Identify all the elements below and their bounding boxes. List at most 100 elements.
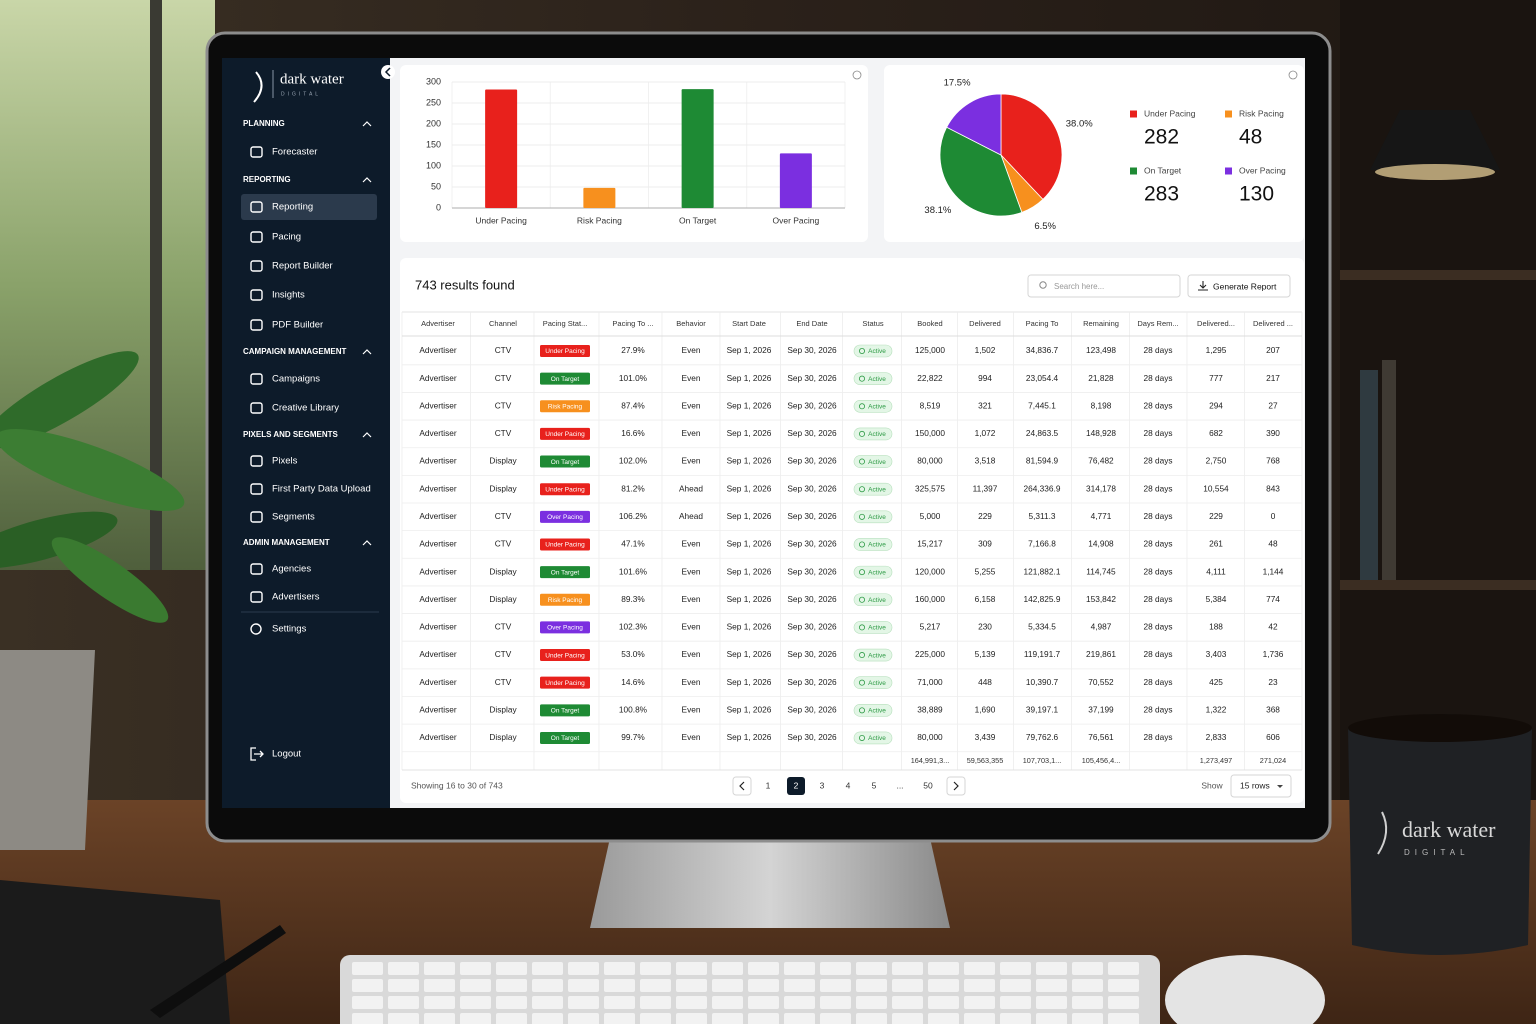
table-cell: 2,833 (1206, 732, 1227, 742)
nav-item[interactable]: Advertisers (272, 592, 320, 603)
nav-item[interactable]: Pixels (272, 456, 298, 467)
pacing-badge (540, 538, 590, 551)
column-header[interactable]: Status (862, 319, 884, 328)
status-text: Active (868, 348, 886, 355)
table-cell: 23,054.4 (1026, 373, 1059, 383)
nav-item[interactable]: Logout (272, 749, 301, 760)
table-cell: 321 (978, 400, 992, 410)
x-tick-label: Under Pacing (475, 215, 527, 225)
page-number[interactable]: 50 (923, 780, 933, 790)
status-icon (859, 513, 866, 520)
page-number[interactable]: 1 (766, 780, 771, 790)
table-cell: Sep 1, 2026 (727, 539, 772, 549)
pacing-badge (540, 676, 590, 689)
section-chevron[interactable] (362, 540, 372, 546)
column-header[interactable]: Pacing Stat... (543, 319, 588, 328)
nav-item[interactable]: Segments (272, 512, 315, 523)
key (712, 979, 743, 992)
legend-label: Under Pacing (1144, 108, 1196, 118)
nav-item[interactable]: Reporting (272, 202, 313, 213)
x-tick-label: Risk Pacing (577, 215, 622, 225)
search-box[interactable] (1027, 274, 1181, 298)
nav-item[interactable]: Campaigns (272, 374, 320, 385)
section-chevron[interactable] (362, 121, 372, 127)
rows-select[interactable] (1230, 774, 1292, 798)
info-icon[interactable] (1288, 70, 1298, 80)
pacing-badge-text: Under Pacing (545, 680, 585, 687)
key (460, 1013, 491, 1024)
generate-button[interactable] (1187, 274, 1291, 298)
nav-item[interactable]: First Party Data Upload (272, 484, 371, 495)
pacing-badge-text: On Target (551, 708, 580, 715)
status-pill (853, 344, 893, 358)
table-cell: Sep 30, 2026 (787, 622, 837, 632)
page-number[interactable]: 2 (794, 780, 799, 790)
section-chevron[interactable] (362, 349, 372, 355)
section-chevron[interactable] (362, 432, 372, 438)
table-cell: 28 days (1143, 566, 1172, 576)
table-cell: 28 days (1143, 511, 1172, 521)
column-header[interactable]: Delivered ... (1253, 319, 1293, 328)
key (712, 962, 743, 975)
column-header[interactable]: Channel (489, 319, 517, 328)
nav-item[interactable]: Creative Library (272, 403, 339, 414)
sidebar-section-title: ADMIN MANAGEMENT (243, 538, 330, 547)
pacing-badge-text: On Target (551, 735, 580, 742)
key (568, 979, 599, 992)
table-cell: 325,575 (915, 483, 945, 493)
nav-item[interactable]: Forecaster (272, 147, 317, 158)
mug-coffee (1348, 714, 1532, 742)
column-header[interactable]: Pacing To (1026, 319, 1059, 328)
table-cell: 23 (1268, 677, 1278, 687)
table-cell: 99.7% (621, 732, 645, 742)
page-number[interactable]: ... (896, 780, 903, 790)
table-cell: 150,000 (915, 428, 945, 438)
nav-item[interactable]: Agencies (272, 564, 311, 575)
logo-text: dark water (280, 71, 344, 87)
collapse-button[interactable] (381, 65, 395, 79)
column-header[interactable]: Pacing To ... (612, 319, 653, 328)
table-cell: Advertiser (419, 373, 457, 383)
column-header[interactable]: Delivered... (1197, 319, 1235, 328)
column-header[interactable]: Behavior (676, 319, 706, 328)
key (856, 979, 887, 992)
column-header[interactable]: Start Date (732, 319, 766, 328)
page-number[interactable]: 3 (820, 780, 825, 790)
key (1000, 979, 1031, 992)
table-cell: 24,863.5 (1026, 428, 1059, 438)
status-pill (853, 510, 893, 524)
key (964, 996, 995, 1009)
column-header[interactable]: Days Rem... (1137, 319, 1178, 328)
table-cell: 28 days (1143, 428, 1172, 438)
status-pill (853, 704, 893, 717)
nav-icon (250, 483, 263, 495)
column-header[interactable]: Booked (917, 319, 942, 328)
section-chevron[interactable] (362, 177, 372, 183)
column-header[interactable]: Advertiser (421, 319, 455, 328)
table-cell: 106.2% (619, 511, 648, 521)
table-cell: 28 days (1143, 373, 1172, 383)
key (388, 979, 419, 992)
table-cell: 5,000 (920, 511, 941, 521)
page-number[interactable]: 5 (872, 780, 877, 790)
table-cell: 8,519 (920, 400, 941, 410)
prev-page[interactable] (732, 776, 752, 796)
table-cell: 100.8% (619, 705, 648, 715)
column-header[interactable]: Delivered (969, 319, 1001, 328)
column-header[interactable]: End Date (796, 319, 827, 328)
table-cell: Sep 30, 2026 (787, 483, 837, 493)
nav-item[interactable]: PDF Builder (272, 320, 323, 331)
key (820, 996, 851, 1009)
y-tick-label: 300 (426, 76, 441, 86)
column-header[interactable]: Remaining (1083, 319, 1119, 328)
pacing-badge-text: On Target (551, 569, 580, 576)
table-cell: 14,908 (1088, 539, 1114, 549)
info-icon[interactable] (852, 70, 862, 80)
nav-item[interactable]: Insights (272, 290, 305, 301)
nav-item[interactable]: Pacing (272, 232, 301, 243)
next-page[interactable] (946, 776, 966, 796)
nav-item[interactable]: Report Builder (272, 261, 333, 272)
search-placeholder: Search here... (1054, 282, 1104, 291)
page-number[interactable]: 4 (846, 780, 851, 790)
nav-item[interactable]: Settings (272, 624, 307, 635)
